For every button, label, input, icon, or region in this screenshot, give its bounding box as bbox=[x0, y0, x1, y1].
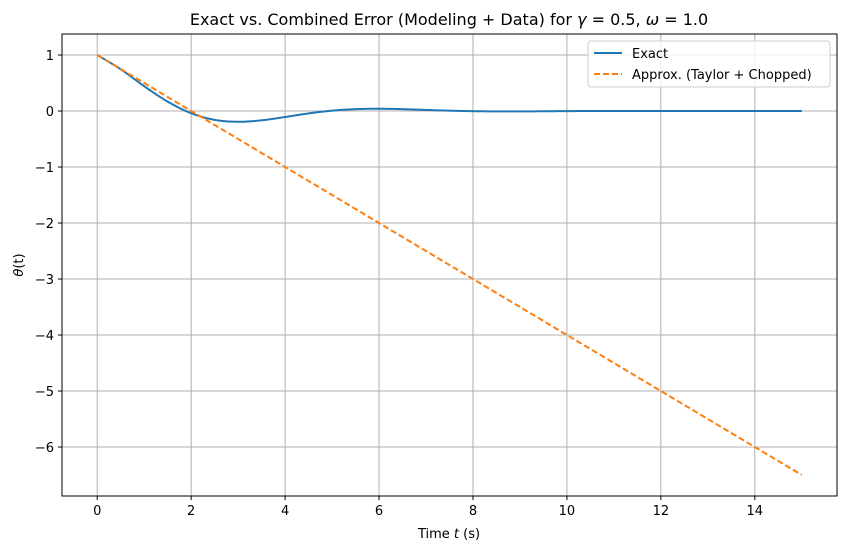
legend-box bbox=[587, 40, 831, 88]
x-tick-label: 2 bbox=[187, 504, 195, 519]
y-tick-label: −5 bbox=[35, 385, 54, 400]
series-layer bbox=[96, 54, 803, 476]
x-tick-label: 12 bbox=[653, 504, 670, 519]
y-tick-label: −1 bbox=[35, 161, 54, 176]
x-tick-label: 0 bbox=[93, 504, 101, 519]
x-tick-label: 8 bbox=[469, 504, 477, 519]
y-tick-label: −3 bbox=[35, 273, 54, 288]
y-tick-label: −4 bbox=[35, 329, 54, 344]
legend-label-exact: Exact bbox=[632, 47, 668, 62]
x-axis-ticks: 0 2 4 6 8 10 12 14 bbox=[93, 496, 763, 519]
y-axis-ticks: 1 0 −1 −2 −3 −4 −5 −6 bbox=[35, 49, 62, 456]
x-tick-label: 14 bbox=[747, 504, 764, 519]
legend-label-approx: Approx. (Taylor + Chopped) bbox=[632, 68, 812, 83]
x-axis-label: Time t (s) bbox=[417, 527, 480, 542]
y-axis-label: θ(t) bbox=[12, 253, 27, 276]
y-tick-label: 0 bbox=[46, 105, 54, 120]
y-tick-label: −6 bbox=[35, 441, 54, 456]
legend: Exact Approx. (Taylor + Chopped) bbox=[587, 40, 831, 88]
chart-title: Exact vs. Combined Error (Modeling + Dat… bbox=[190, 10, 708, 29]
y-tick-label: −2 bbox=[35, 217, 54, 232]
x-tick-label: 10 bbox=[559, 504, 576, 519]
y-tick-label: 1 bbox=[46, 49, 54, 64]
series-line-approx bbox=[96, 54, 803, 476]
x-tick-label: 4 bbox=[281, 504, 289, 519]
plot-frame bbox=[61, 33, 838, 497]
series-line-exact bbox=[96, 54, 802, 123]
x-tick-label: 6 bbox=[375, 504, 383, 519]
